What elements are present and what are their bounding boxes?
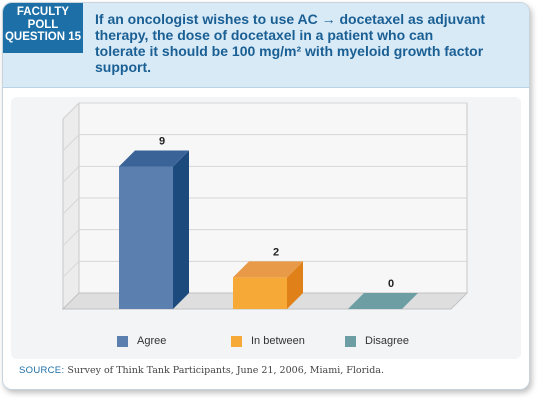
source-label: SOURCE: (19, 365, 65, 376)
legend-label: In between (251, 335, 305, 347)
question-line: therapy, the dose of docetaxel in a pati… (95, 27, 434, 43)
bar-front (119, 166, 173, 309)
source-note: SOURCE: Survey of Think Tank Participant… (19, 365, 384, 376)
legend-swatch (117, 335, 128, 347)
badge-line: POLL (27, 18, 59, 31)
legend-item: Disagree (345, 335, 409, 347)
legend-item: Agree (117, 335, 166, 347)
bar-side (173, 150, 189, 309)
poll-question: If an oncologist wishes to use AC → doce… (95, 11, 515, 75)
bar-top (119, 150, 189, 167)
gridline (62, 197, 80, 215)
gridline (62, 260, 80, 278)
bar-chart: 9 2 0 (11, 97, 521, 359)
chart-legend: Agree In between Disagree (117, 335, 517, 351)
faculty-poll-badge: FACULTY POLL QUESTION 15 (3, 3, 83, 53)
bar-top (348, 293, 418, 309)
bar-side (287, 261, 303, 309)
badge-line: QUESTION 15 (4, 31, 82, 43)
legend-label: Disagree (365, 335, 410, 347)
question-line: support. (95, 59, 151, 75)
legend-swatch (345, 335, 356, 347)
gridline (62, 229, 80, 247)
badge-line: FACULTY (16, 6, 70, 18)
question-line: tolerate it should be 100 mg/m² with mye… (95, 43, 484, 59)
question-line: If an oncologist wishes to use AC → doce… (95, 11, 486, 27)
source-text: Survey of Think Tank Participants, June … (67, 365, 384, 376)
legend-item: In between (231, 335, 305, 347)
bar-top (233, 261, 303, 278)
legend-swatch (231, 335, 242, 347)
data-label: 0 (388, 278, 394, 290)
gridline (62, 102, 80, 120)
data-label: 9 (159, 136, 165, 148)
bar-front (233, 277, 287, 309)
poll-card: FACULTY POLL QUESTION 15 If an oncologis… (2, 2, 530, 390)
data-label: 2 (273, 246, 279, 258)
legend-label: Agree (137, 335, 167, 347)
gridline (62, 165, 80, 183)
header: FACULTY POLL QUESTION 15 If an oncologis… (3, 3, 529, 88)
gridline (62, 134, 80, 152)
